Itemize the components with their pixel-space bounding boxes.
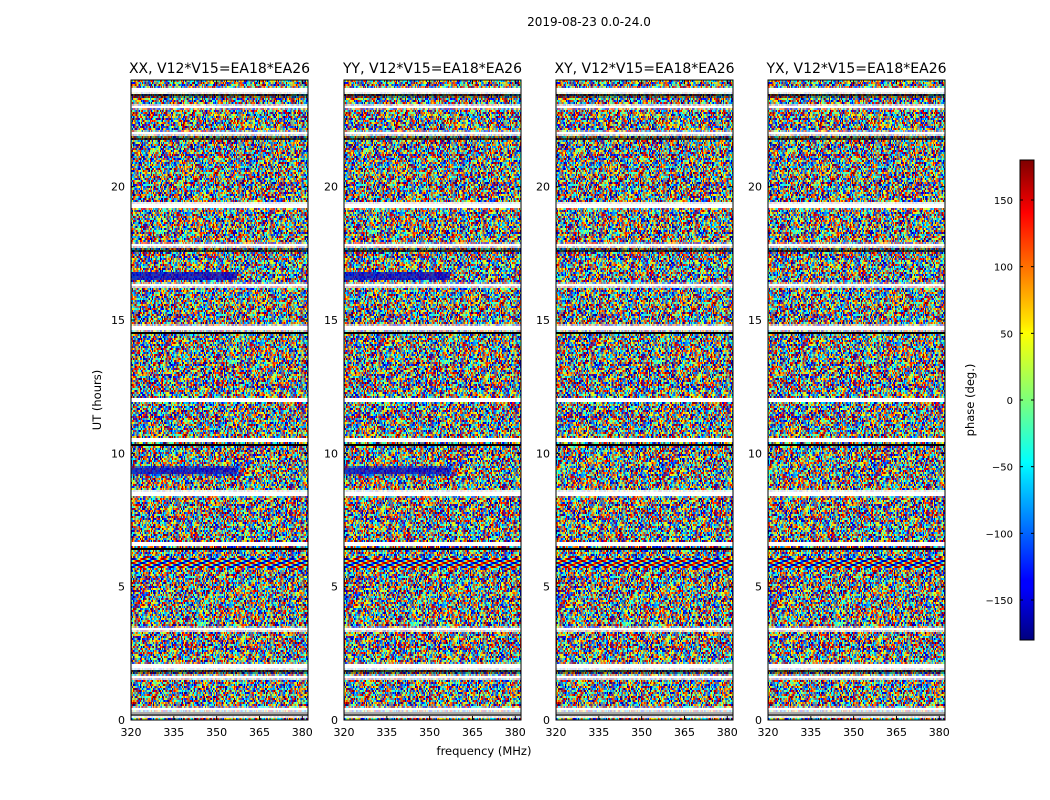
y-axis-label: UT (hours) <box>90 370 104 430</box>
colorbar-tick-label: −150 <box>986 596 1013 607</box>
colorbar-tick-label: 50 <box>1000 329 1013 340</box>
colorbar-label: phase (deg.) <box>963 364 977 437</box>
x-tick-label: 380 <box>717 726 738 739</box>
panel-frame <box>555 79 734 721</box>
y-tick-label: 10 <box>324 447 338 460</box>
x-tick-label: 320 <box>546 726 567 739</box>
y-tick-label: 20 <box>748 181 762 194</box>
panel-frame <box>767 79 946 721</box>
panel-title: XX, V12*V15=EA18*EA26 <box>129 61 310 77</box>
x-tick-label: 380 <box>929 726 950 739</box>
x-tick-label: 350 <box>843 726 864 739</box>
x-tick-label: 350 <box>419 726 440 739</box>
panel-frame <box>343 79 522 721</box>
y-tick-label: 5 <box>331 581 338 594</box>
x-tick-label: 320 <box>334 726 355 739</box>
x-tick-label: 335 <box>588 726 609 739</box>
x-tick-label: 335 <box>800 726 821 739</box>
y-tick-label: 10 <box>748 447 762 460</box>
colorbar-tick-label: 100 <box>994 263 1013 274</box>
y-tick-label: 0 <box>118 714 125 727</box>
phase-heatmap <box>768 80 945 720</box>
x-tick-label: 365 <box>674 726 695 739</box>
y-tick-label: 5 <box>755 581 762 594</box>
y-tick-label: 5 <box>118 581 125 594</box>
y-tick-label: 20 <box>324 181 338 194</box>
panel-title: YY, V12*V15=EA18*EA26 <box>342 61 522 77</box>
panel-xx: XX, V12*V15=EA18*EA26 320 335 350 365 380 0 5 10… <box>111 61 313 739</box>
x-tick-label: 365 <box>249 726 270 739</box>
panel-title: YX, V12*V15=EA18*EA26 <box>765 61 946 77</box>
y-tick-label: 0 <box>755 714 762 727</box>
x-axis-label: frequency (MHz) <box>437 744 532 758</box>
panel-xy: XY, V12*V15=EA18*EA26 320 335 350 365 380 0 5 10… <box>536 61 738 739</box>
colorbar-tick-label: −100 <box>986 529 1013 540</box>
y-tick-label: 15 <box>111 314 125 327</box>
x-tick-label: 335 <box>163 726 184 739</box>
colorbar-ticks: 150 100 50 0 −50 −100 −150 <box>986 196 1034 607</box>
y-tick-label: 15 <box>748 314 762 327</box>
y-tick-label: 10 <box>111 447 125 460</box>
x-tick-label: 320 <box>121 726 142 739</box>
figure-suptitle: 2019-08-23 0.0-24.0 <box>527 15 651 29</box>
colorbar-tick-label: 150 <box>994 196 1013 207</box>
colorbar-tick-label: −50 <box>992 463 1013 474</box>
y-tick-label: 20 <box>536 181 550 194</box>
panel-frame <box>130 79 309 721</box>
panels: XX, V12*V15=EA18*EA26 320 335 350 365 380 0 5 10… <box>111 61 950 739</box>
colorbar: 150 100 50 0 −50 −100 −150 phase (deg.) <box>963 159 1035 641</box>
x-tick-label: 320 <box>758 726 779 739</box>
phase-heatmap <box>131 80 308 720</box>
y-tick-label: 20 <box>111 181 125 194</box>
x-tick-label: 350 <box>631 726 652 739</box>
phase-heatmap <box>556 80 733 720</box>
y-tick-label: 15 <box>536 314 550 327</box>
x-tick-label: 350 <box>206 726 227 739</box>
y-tick-label: 0 <box>331 714 338 727</box>
x-tick-label: 335 <box>376 726 397 739</box>
y-tick-label: 5 <box>543 581 550 594</box>
phase-heatmap <box>344 80 521 720</box>
panel-yy: YY, V12*V15=EA18*EA26 320 335 350 365 380 0 5 10… <box>324 61 526 739</box>
x-tick-label: 365 <box>886 726 907 739</box>
panel-title: XY, V12*V15=EA18*EA26 <box>554 61 734 77</box>
y-tick-label: 15 <box>324 314 338 327</box>
colorbar-tick-label: 0 <box>1007 396 1013 407</box>
y-tick-label: 0 <box>543 714 550 727</box>
x-tick-label: 365 <box>462 726 483 739</box>
x-tick-label: 380 <box>505 726 526 739</box>
panel-yx: YX, V12*V15=EA18*EA26 320 335 350 365 380 0 5 10… <box>748 61 950 739</box>
x-tick-label: 380 <box>292 726 313 739</box>
y-tick-label: 10 <box>536 447 550 460</box>
